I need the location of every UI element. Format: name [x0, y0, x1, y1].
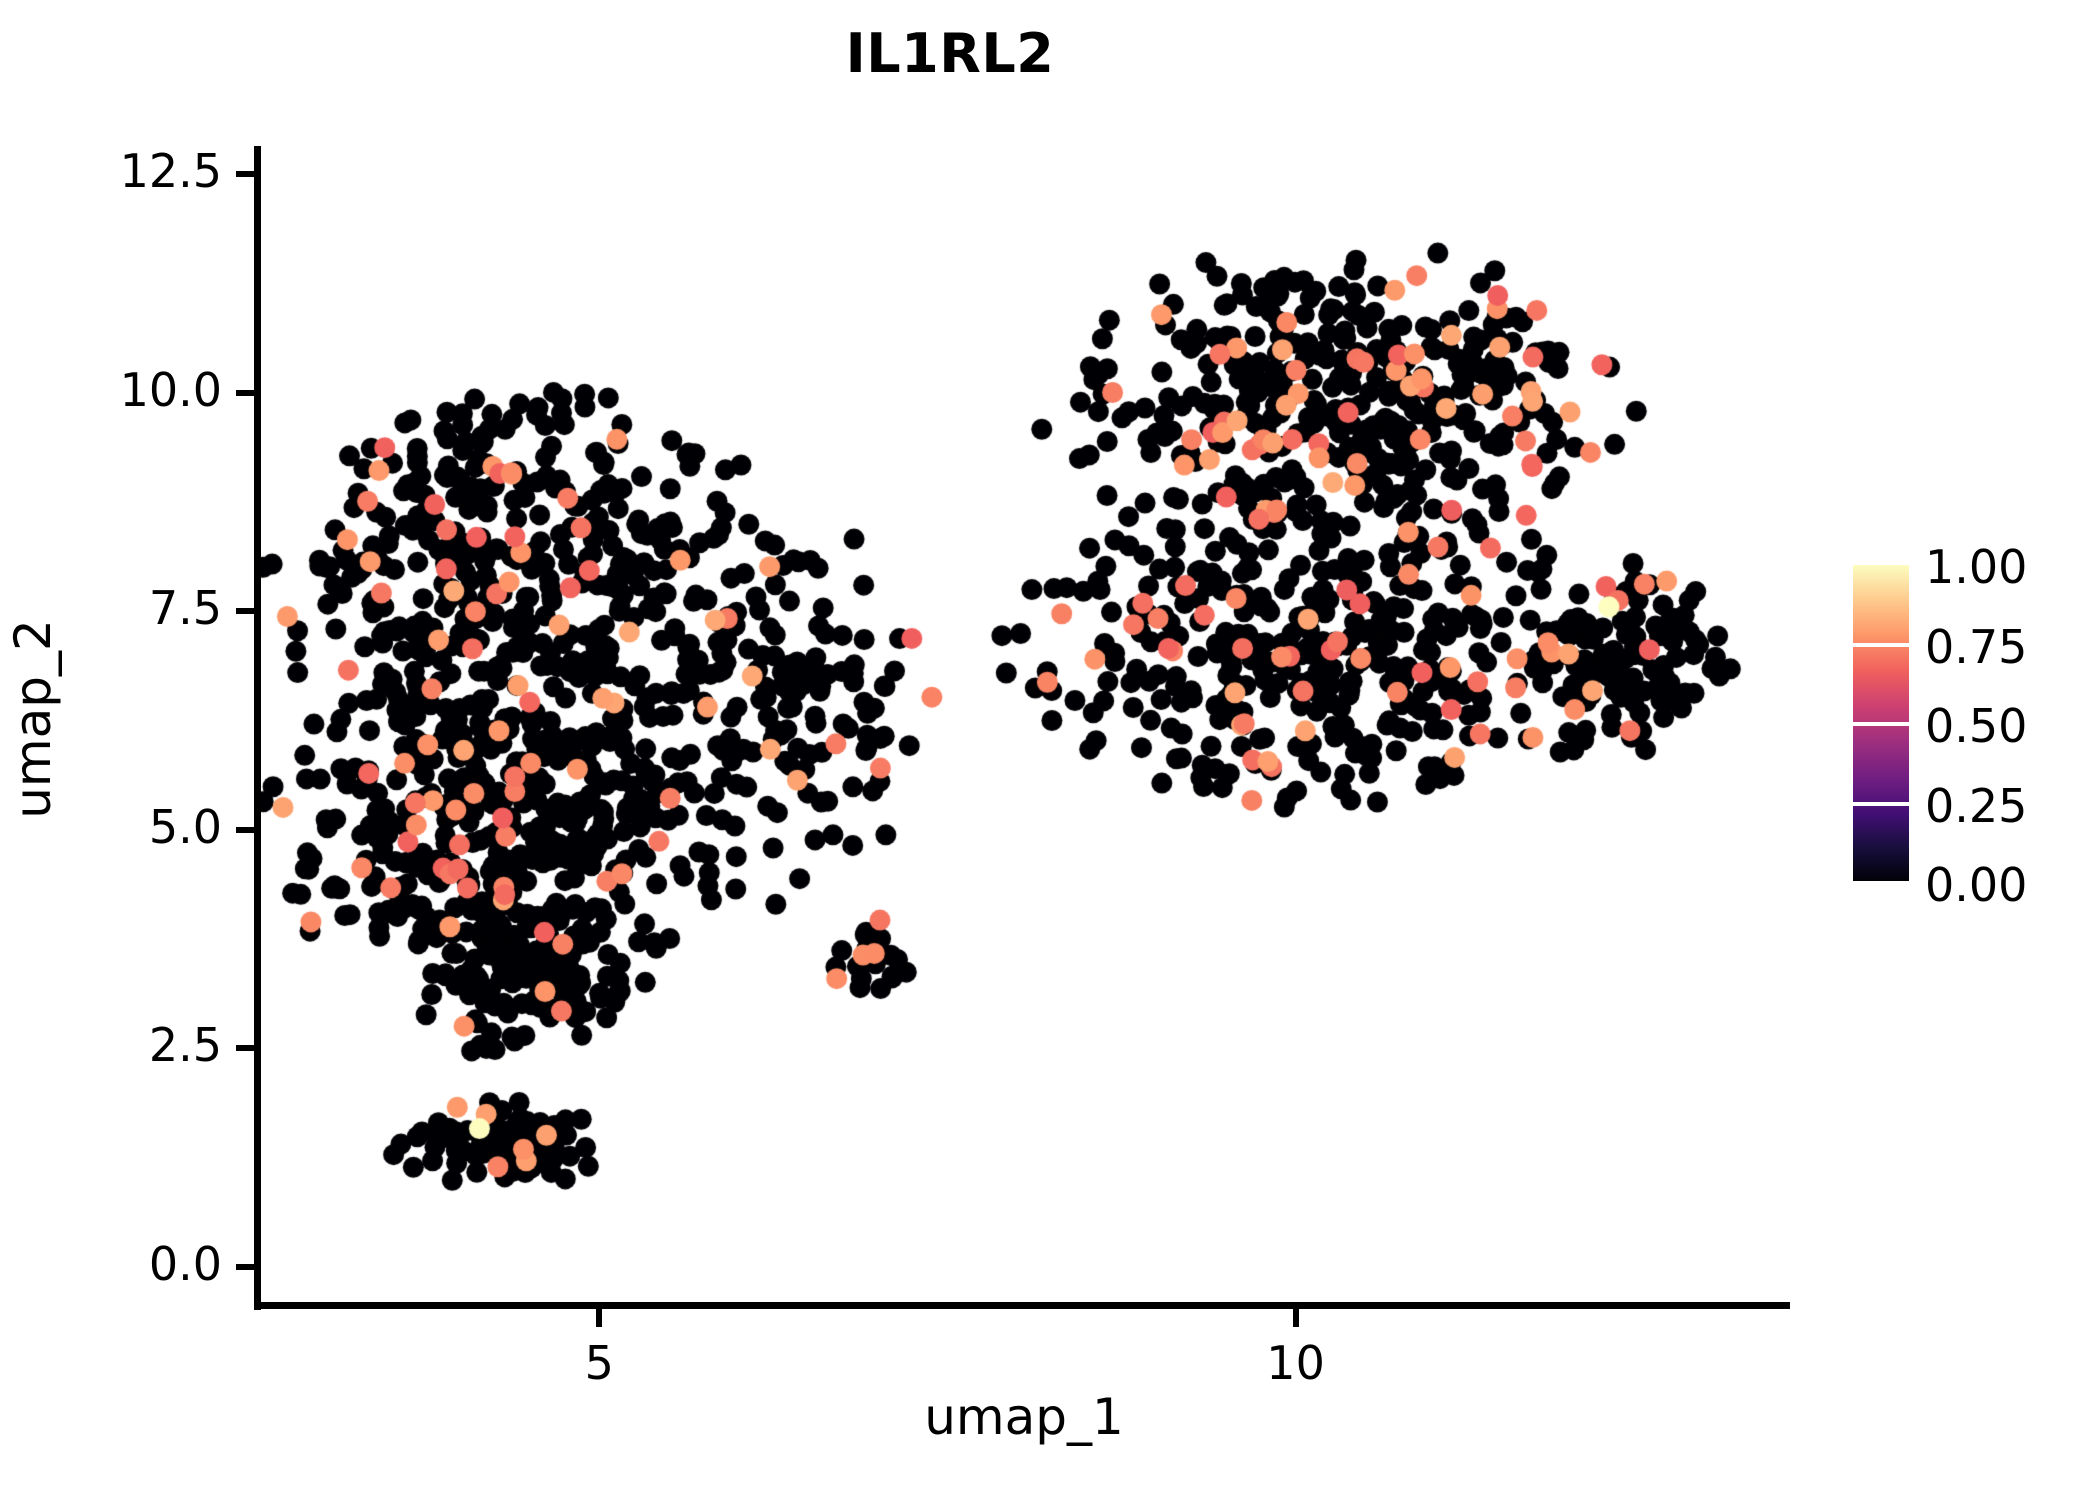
x-tick-mark	[1292, 1309, 1299, 1327]
x-tick-mark	[596, 1309, 603, 1327]
colorbar: 1.00 0.75 0.50 0.25 0.00	[1853, 540, 2093, 912]
y-tick-label: 7.5	[148, 581, 222, 636]
colorbar-tick-label: 0.25	[1925, 778, 2028, 833]
colorbar-tick-mark	[1853, 801, 1909, 806]
y-tick-label: 0.0	[148, 1236, 222, 1291]
colorbar-tick-label: 0.75	[1925, 619, 2028, 674]
x-tick-label: 5	[584, 1336, 614, 1390]
y-tick-mark	[236, 171, 254, 178]
y-tick-label: 5.0	[148, 799, 222, 854]
scatter-plot-canvas	[258, 148, 1790, 1306]
y-tick-mark	[236, 389, 254, 396]
page-title: IL1RL2	[845, 22, 1055, 85]
y-tick-label: 10.0	[119, 362, 222, 417]
colorbar-tick-label: 0.50	[1925, 699, 2028, 753]
colorbar-tick-mark	[1853, 722, 1909, 726]
colorbar-tick-label: 0.00	[1925, 858, 2028, 912]
x-tick-label: 10	[1266, 1336, 1325, 1390]
x-axis-spine	[254, 1302, 1790, 1309]
colorbar-tick-mark	[1853, 642, 1909, 647]
y-axis-label: umap_2	[4, 619, 62, 819]
y-tick-mark	[236, 826, 254, 833]
y-tick-mark	[236, 608, 254, 615]
y-axis-spine	[254, 146, 261, 1310]
x-axis-label: umap_1	[924, 1388, 1124, 1446]
y-tick-label: 2.5	[148, 1018, 222, 1073]
y-tick-mark	[236, 1263, 254, 1270]
colorbar-tick-label: 1.00	[1925, 540, 2028, 594]
colorbar-tick-mark	[1853, 881, 1909, 885]
y-tick-label: 12.5	[119, 144, 222, 199]
plot-axes-area	[258, 148, 1790, 1306]
y-tick-mark	[236, 1045, 254, 1052]
